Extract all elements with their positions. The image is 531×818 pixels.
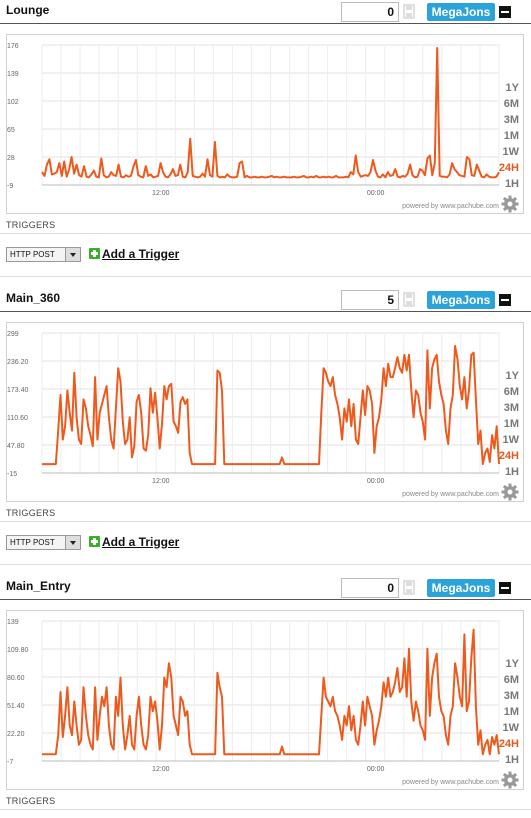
add-trigger-label[interactable]: Add a Trigger <box>102 535 180 549</box>
select-value: HTTP POST <box>10 250 55 259</box>
plus-icon[interactable] <box>89 248 100 259</box>
save-icon[interactable] <box>403 292 415 307</box>
gear-icon[interactable] <box>501 483 519 501</box>
y-tick-label: 109.80 <box>7 647 29 654</box>
range-24h[interactable]: 24H <box>498 162 519 174</box>
save-icon[interactable] <box>403 4 415 19</box>
gear-icon[interactable] <box>501 771 519 789</box>
series-line <box>42 344 500 466</box>
y-tick-label: 22.20 <box>7 731 25 738</box>
range-1w[interactable]: 1W <box>502 722 520 734</box>
range-1h[interactable]: 1H <box>504 466 519 478</box>
range-1m[interactable]: 1M <box>503 706 519 718</box>
value-field[interactable]: 0 <box>341 2 399 22</box>
unit-button[interactable]: MegaJons <box>427 3 495 21</box>
divider <box>0 564 531 565</box>
x-tick-label: 00:00 <box>367 766 385 773</box>
y-tick-label: 236.20 <box>7 359 29 366</box>
y-tick-label: 28 <box>7 155 15 162</box>
triggers-label: TRIGGERS <box>6 508 56 518</box>
y-tick-label: -7 <box>7 759 13 766</box>
triggers-label: TRIGGERS <box>6 220 56 230</box>
x-tick-label: 00:00 <box>367 478 385 485</box>
x-tick-label: 12:00 <box>152 766 170 773</box>
trigger-type-select[interactable]: HTTP POST <box>6 535 81 550</box>
range-3m[interactable]: 3M <box>503 402 519 414</box>
chart-panel: 176 139 102 65 28 -9 12:00 00:00 1Y 6M 3M 1M 1W… <box>6 34 524 214</box>
range-selector: 1Y 6M 3M 1M 1W 24H 1H <box>493 80 519 192</box>
feed-title: Main_360 <box>6 291 61 305</box>
y-tick-label: 110.60 <box>7 415 28 422</box>
x-tick-label: 12:00 <box>152 190 170 197</box>
range-6m[interactable]: 6M <box>503 98 519 110</box>
unit-button[interactable]: MegaJons <box>427 579 495 597</box>
x-tick-label: 12:00 <box>152 478 170 485</box>
collapse-icon[interactable] <box>499 6 511 18</box>
range-1m[interactable]: 1M <box>503 130 519 142</box>
range-24h[interactable]: 24H <box>498 450 519 462</box>
y-tick-label: 102 <box>7 99 19 106</box>
add-trigger-label[interactable]: Add a Trigger <box>102 247 180 261</box>
line-chart: 139 109.80 80.60 51.40 22.20 -7 12:00 00:00 <box>7 619 500 773</box>
select-value: HTTP POST <box>10 538 55 547</box>
y-tick-label: 173.40 <box>7 387 29 394</box>
y-tick-label: 51.40 <box>7 703 25 710</box>
range-1h[interactable]: 1H <box>504 178 519 190</box>
range-1m[interactable]: 1M <box>503 418 519 430</box>
range-1h[interactable]: 1H <box>504 754 519 766</box>
chevron-down-icon[interactable] <box>65 536 80 549</box>
divider <box>0 233 531 234</box>
powered-by: powered by www.pachube.com <box>402 203 499 210</box>
range-1y[interactable]: 1Y <box>505 658 519 670</box>
divider <box>0 521 531 522</box>
feed-title: Lounge <box>6 3 50 17</box>
divider <box>0 276 531 277</box>
y-tick-label: -9 <box>7 183 13 190</box>
trigger-type-select[interactable]: HTTP POST <box>6 247 81 262</box>
range-24h[interactable]: 24H <box>498 738 519 750</box>
y-tick-label: 47.80 <box>7 443 25 450</box>
feed-header: Main_360 5 MegaJons <box>0 288 531 312</box>
y-tick-label: 65 <box>7 127 15 134</box>
triggers-label: TRIGGERS <box>6 796 56 806</box>
range-1y[interactable]: 1Y <box>505 82 519 94</box>
gear-icon[interactable] <box>501 195 519 213</box>
series-line <box>41 47 500 179</box>
y-tick-label: 176 <box>7 43 19 50</box>
save-icon[interactable] <box>403 580 415 595</box>
plus-icon[interactable] <box>89 536 100 547</box>
range-1y[interactable]: 1Y <box>505 370 519 382</box>
chevron-down-icon[interactable] <box>65 248 80 261</box>
chart-panel: 299 236.20 173.40 110.60 47.80 -15 12:00 00:00 … <box>6 322 524 502</box>
range-6m[interactable]: 6M <box>503 674 519 686</box>
line-chart: 299 236.20 173.40 110.60 47.80 -15 12:00 00:00 <box>7 331 500 485</box>
range-3m[interactable]: 3M <box>503 114 519 126</box>
y-tick-label: 299 <box>7 331 19 338</box>
powered-by: powered by www.pachube.com <box>402 491 499 498</box>
range-selector: 1Y 6M 3M 1M 1W 24H 1H <box>493 656 519 768</box>
range-selector: 1Y 6M 3M 1M 1W 24H 1H <box>493 368 519 480</box>
feed-header: Lounge 0 MegaJons <box>0 0 531 24</box>
range-3m[interactable]: 3M <box>503 690 519 702</box>
feed-title: Main_Entry <box>6 579 71 593</box>
value-field[interactable]: 0 <box>341 578 399 598</box>
value-field[interactable]: 5 <box>341 290 399 310</box>
series-line <box>42 628 500 756</box>
x-tick-label: 00:00 <box>367 190 385 197</box>
collapse-icon[interactable] <box>499 294 511 306</box>
chart-panel: 139 109.80 80.60 51.40 22.20 -7 12:00 00:00 1Y … <box>6 610 524 790</box>
feed-header: Main_Entry 0 MegaJons <box>0 576 531 600</box>
range-1w[interactable]: 1W <box>502 434 520 446</box>
divider <box>0 809 531 810</box>
y-tick-label: 139 <box>7 619 19 626</box>
y-tick-label: -15 <box>7 471 17 478</box>
range-1w[interactable]: 1W <box>502 146 520 158</box>
unit-button[interactable]: MegaJons <box>427 291 495 309</box>
range-6m[interactable]: 6M <box>503 386 519 398</box>
collapse-icon[interactable] <box>499 582 511 594</box>
y-tick-label: 139 <box>7 71 19 78</box>
line-chart: 176 139 102 65 28 -9 12:00 00:00 <box>7 43 500 197</box>
y-tick-label: 80.60 <box>7 675 25 682</box>
powered-by: powered by www.pachube.com <box>402 779 499 786</box>
